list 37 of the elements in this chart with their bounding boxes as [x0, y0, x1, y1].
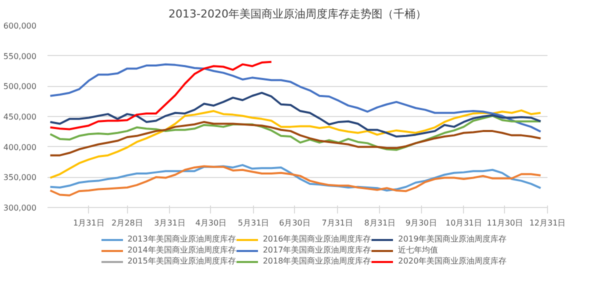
y-tick-label: 300,000: [3, 204, 37, 212]
legend-label: 2018年美国商业原油周度库存: [262, 256, 372, 266]
y-tick-label: 350,000: [3, 173, 37, 182]
legend-label: 2020年美国商业原油周度库存: [398, 256, 507, 266]
line-series: [49, 165, 542, 196]
x-tick-label: 8月31日: [364, 218, 396, 228]
x-tick-label: 4月30日: [195, 218, 227, 228]
x-tick-label: 11月30日: [486, 218, 524, 228]
legend-label: 2019年美国商业原油周度库存: [398, 234, 507, 244]
chart-title: 2013-2020年美国商业原油周度库存走势图（千桶）: [168, 8, 426, 20]
legend-label: 2015年美国商业原油周度库存: [127, 256, 236, 266]
x-tick-label: 10月31日: [446, 218, 482, 228]
legend-label: 2014年美国商业原油周度库存: [127, 244, 236, 256]
line-series: [49, 164, 542, 192]
line-series: [49, 60, 272, 130]
line-series: [49, 92, 542, 138]
line-series: [49, 63, 542, 133]
legend-label: 近七年均值: [398, 244, 438, 256]
y-tick-label: 550,000: [3, 52, 37, 61]
x-tick-label: 6月30日: [279, 218, 310, 228]
line-series: [49, 109, 542, 179]
y-tick-label: 450,000: [3, 112, 37, 122]
y-tick-label: 400,000: [3, 142, 37, 152]
legend-label: 2017年美国商业原油周度库存: [262, 244, 372, 256]
x-tick-label: 3月31日: [154, 218, 186, 228]
x-tick-label: 9月30日: [405, 218, 437, 228]
x-tick-label: 1月31日: [73, 218, 104, 228]
x-tick-label: 12月31日: [529, 218, 566, 228]
legend-label: 2013年美国商业原油周度库存: [127, 234, 236, 244]
x-tick-label: 5月31日: [238, 218, 270, 228]
legend-label: 2016年美国商业原油周度库存: [262, 234, 372, 244]
x-tick-label: 2月28日: [112, 218, 143, 228]
x-tick-label: 7月31日: [322, 218, 353, 228]
line-series: [49, 120, 542, 156]
y-tick-label: 500,000: [3, 82, 37, 92]
line-series: [49, 114, 542, 151]
y-tick-label: 600,000: [3, 22, 37, 30]
